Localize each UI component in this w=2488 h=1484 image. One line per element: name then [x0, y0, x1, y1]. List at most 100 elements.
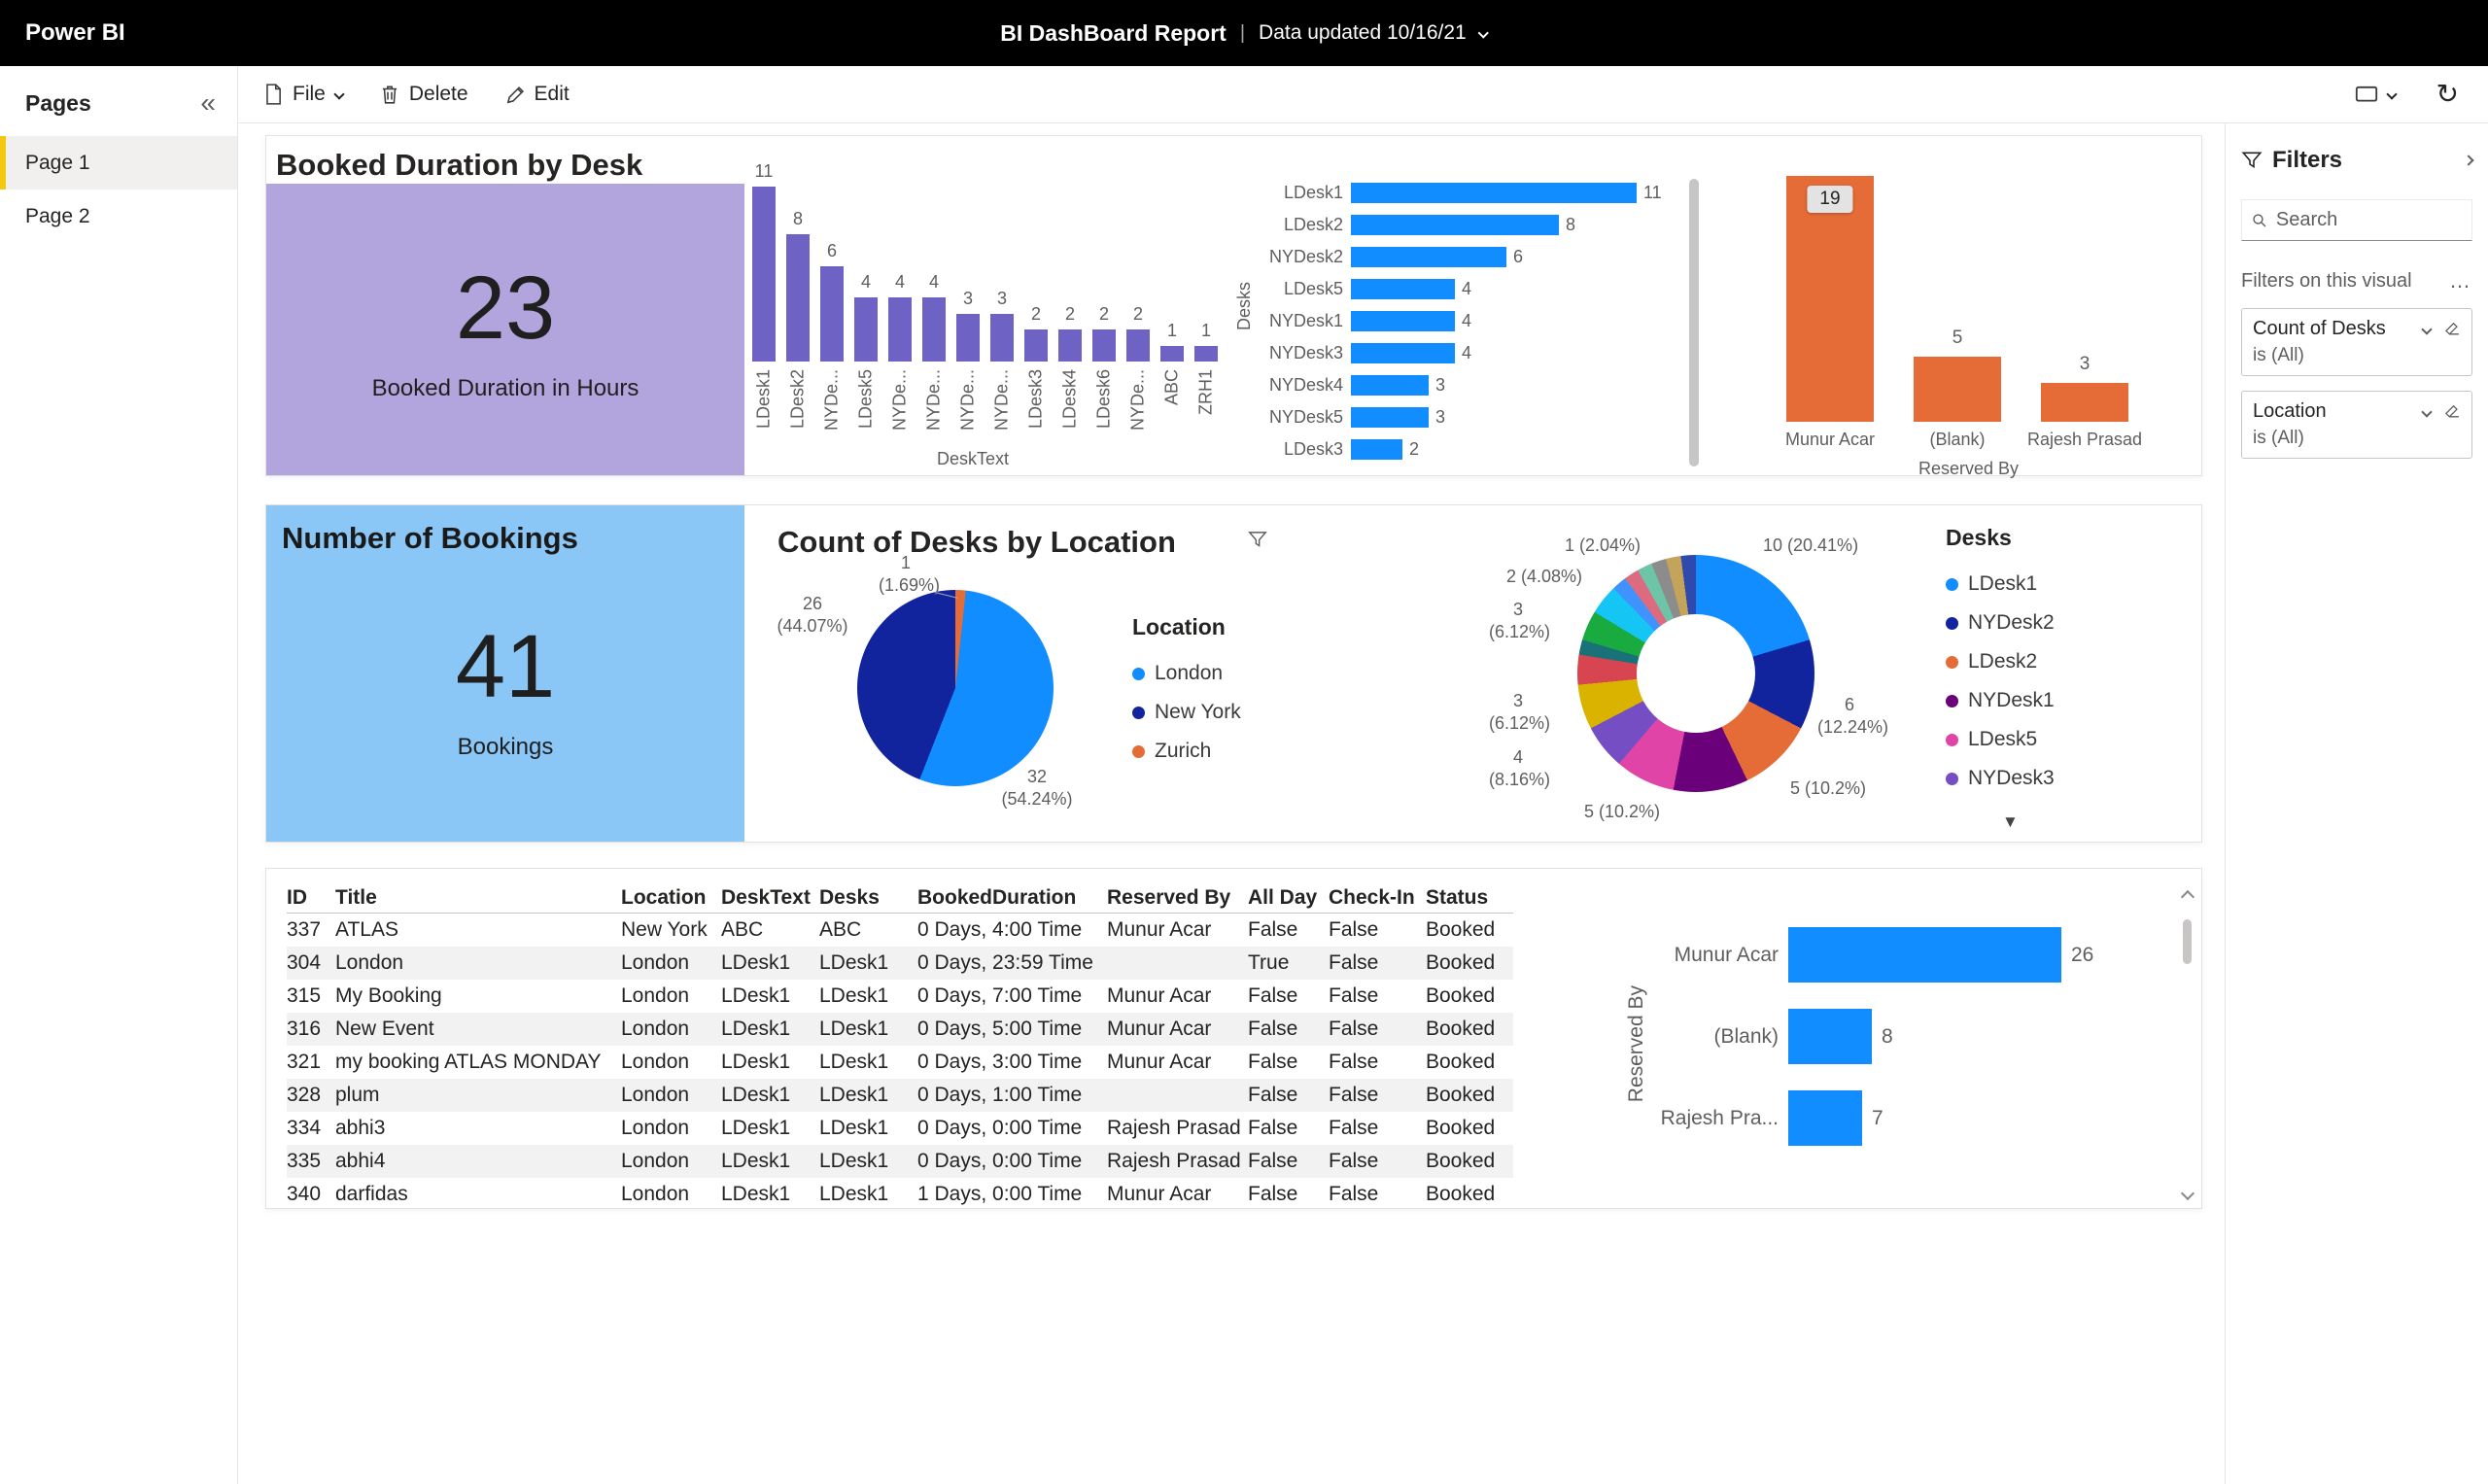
filter-funnel-icon[interactable]: [1247, 529, 1268, 550]
column-header[interactable]: Desks▲: [819, 885, 880, 909]
table-row[interactable]: 316 New Event London LDesk1 LDesk1 0 Days, 5:…: [287, 1013, 1513, 1046]
bar-row[interactable]: NYDesk2 6: [1267, 241, 1695, 273]
filter-card-location[interactable]: Location is (All): [2241, 391, 2472, 459]
chevron-down-icon[interactable]: [2421, 323, 2433, 335]
legend-scroll-down-icon[interactable]: ▼: [2002, 812, 2019, 831]
more-options-icon[interactable]: …: [2449, 268, 2472, 293]
bar[interactable]: [1351, 215, 1559, 235]
bar[interactable]: [922, 297, 946, 362]
table-row[interactable]: 328 plum London LDesk1 LDesk1 0 Days, 1:00 Ti…: [287, 1079, 1513, 1112]
bar[interactable]: [1058, 329, 1082, 362]
bar[interactable]: [854, 297, 878, 362]
column-header[interactable]: Location: [621, 885, 707, 909]
column-header[interactable]: ID: [287, 885, 307, 909]
bar[interactable]: [1351, 311, 1455, 331]
table-row[interactable]: 340 darfidas London LDesk1 LDesk1 1 Days, 0:0…: [287, 1178, 1513, 1208]
column-bar[interactable]: 2 LDesk4: [1058, 304, 1082, 429]
bar[interactable]: [1788, 1090, 1862, 1146]
legend-item[interactable]: LDesk1: [1946, 565, 2179, 604]
column-bar[interactable]: 4 NYDe...: [888, 272, 912, 431]
legend-item[interactable]: LDesk5: [1946, 720, 2179, 759]
bar-row[interactable]: NYDesk4 3: [1267, 369, 1695, 401]
column-bar[interactable]: 1 ZRH1: [1194, 321, 1218, 415]
bar[interactable]: [2041, 383, 2128, 422]
bar[interactable]: [1351, 247, 1506, 267]
bar-row[interactable]: LDesk2 8: [1267, 209, 1695, 241]
bar[interactable]: [1351, 343, 1455, 363]
column-header[interactable]: Check-In: [1329, 885, 1415, 909]
file-button[interactable]: File: [263, 83, 345, 106]
bar[interactable]: [1351, 407, 1429, 428]
bar-row[interactable]: LDesk3 2: [1267, 433, 1695, 466]
eraser-icon[interactable]: [2444, 321, 2461, 337]
bookings-kpi[interactable]: Number of Bookings 41 Bookings: [266, 505, 744, 842]
column-bar[interactable]: 2 LDesk3: [1024, 304, 1048, 429]
table-scrollbar[interactable]: [2179, 889, 2196, 1201]
column-bar[interactable]: 4 LDesk5: [854, 272, 878, 429]
refresh-button[interactable]: ↻: [2436, 81, 2459, 108]
table-row[interactable]: 335 abhi4 London LDesk1 LDesk1 0 Days, 0:00 T…: [287, 1145, 1513, 1178]
column-header[interactable]: Reserved By: [1107, 885, 1231, 909]
bar-row[interactable]: Rajesh Pra... 7: [1656, 1090, 2200, 1146]
column-header[interactable]: Status: [1426, 885, 1489, 909]
bar[interactable]: [1788, 1009, 1872, 1064]
column-bar[interactable]: 4 NYDe...: [922, 272, 946, 431]
bar[interactable]: [1351, 375, 1429, 396]
bar[interactable]: [1160, 346, 1184, 362]
eraser-icon[interactable]: [2444, 403, 2461, 420]
bar[interactable]: [1092, 329, 1116, 362]
filter-card-count-of-desks[interactable]: Count of Desks is (All): [2241, 308, 2472, 376]
column-header[interactable]: All Day: [1248, 885, 1318, 909]
column-bar[interactable]: 3 NYDe...: [990, 289, 1014, 431]
legend-item[interactable]: New York: [1132, 693, 1241, 732]
bar[interactable]: [1126, 329, 1150, 362]
scroll-thumb[interactable]: [2183, 919, 2192, 964]
column-header[interactable]: DeskText: [721, 885, 811, 909]
view-mode-button[interactable]: [2355, 84, 2398, 105]
bar-row[interactable]: LDesk5 4: [1267, 273, 1695, 305]
bar[interactable]: [1351, 183, 1637, 203]
legend-item[interactable]: Zurich: [1132, 732, 1241, 771]
column-bar[interactable]: 2 LDesk6: [1092, 304, 1116, 429]
delete-button[interactable]: Delete: [380, 83, 468, 106]
column-bar[interactable]: 11 LDesk1: [752, 161, 776, 429]
bar-row[interactable]: LDesk1 11: [1267, 177, 1695, 209]
filter-search[interactable]: [2241, 199, 2472, 241]
bar-row[interactable]: Munur Acar 26: [1656, 927, 2200, 983]
bar[interactable]: [1351, 439, 1402, 460]
bar[interactable]: [820, 266, 844, 362]
sidebar-item-page-2[interactable]: Page 2: [0, 190, 237, 243]
table-row[interactable]: 321 my booking ATLAS MONDAY London LDesk1 LD…: [287, 1046, 1513, 1079]
column-bar[interactable]: 8 LDesk2: [786, 209, 810, 429]
column-bar[interactable]: 6 NYDe...: [820, 241, 844, 431]
table-row[interactable]: 334 abhi3 London LDesk1 LDesk1 0 Days, 0:00 T…: [287, 1112, 1513, 1145]
bar[interactable]: [1351, 279, 1455, 299]
bar[interactable]: [786, 234, 810, 362]
column-bar[interactable]: 19 Munur Acar: [1785, 136, 1875, 449]
search-input[interactable]: [2275, 209, 2462, 231]
column-bar[interactable]: 1 ABC: [1160, 321, 1184, 405]
column-header[interactable]: BookedDuration: [917, 885, 1077, 909]
bar[interactable]: [1788, 927, 2061, 983]
bar[interactable]: [888, 297, 912, 362]
collapse-sidebar-icon[interactable]: «: [200, 87, 216, 118]
column-header[interactable]: Title: [335, 885, 377, 909]
bar[interactable]: [752, 187, 776, 362]
bar[interactable]: [990, 314, 1014, 362]
scroll-up-icon[interactable]: [2180, 889, 2195, 905]
bar[interactable]: [1194, 346, 1218, 362]
table-row[interactable]: 315 My Booking London LDesk1 LDesk1 0 Days, 7…: [287, 980, 1513, 1013]
chevron-down-icon[interactable]: [2421, 405, 2433, 418]
legend-item[interactable]: London: [1132, 654, 1241, 693]
table-row[interactable]: 337 ATLAS New York ABC ABC 0 Days, 4:00 Time M…: [287, 914, 1513, 947]
table-row[interactable]: 304 London London LDesk1 LDesk1 0 Days, 23:59…: [287, 947, 1513, 980]
column-bar[interactable]: 3 Rajesh Prasad: [2027, 136, 2142, 449]
bar[interactable]: [956, 314, 980, 362]
desks-donut[interactable]: [1577, 555, 1814, 792]
chart-scrollbar[interactable]: [1689, 179, 1699, 466]
column-bar[interactable]: 2 NYDe...: [1126, 304, 1150, 431]
bar-row[interactable]: NYDesk3 4: [1267, 337, 1695, 369]
bar-row[interactable]: (Blank) 8: [1656, 1009, 2200, 1064]
legend-item[interactable]: NYDesk1: [1946, 681, 2179, 720]
sidebar-item-page-1[interactable]: Page 1: [0, 136, 237, 190]
